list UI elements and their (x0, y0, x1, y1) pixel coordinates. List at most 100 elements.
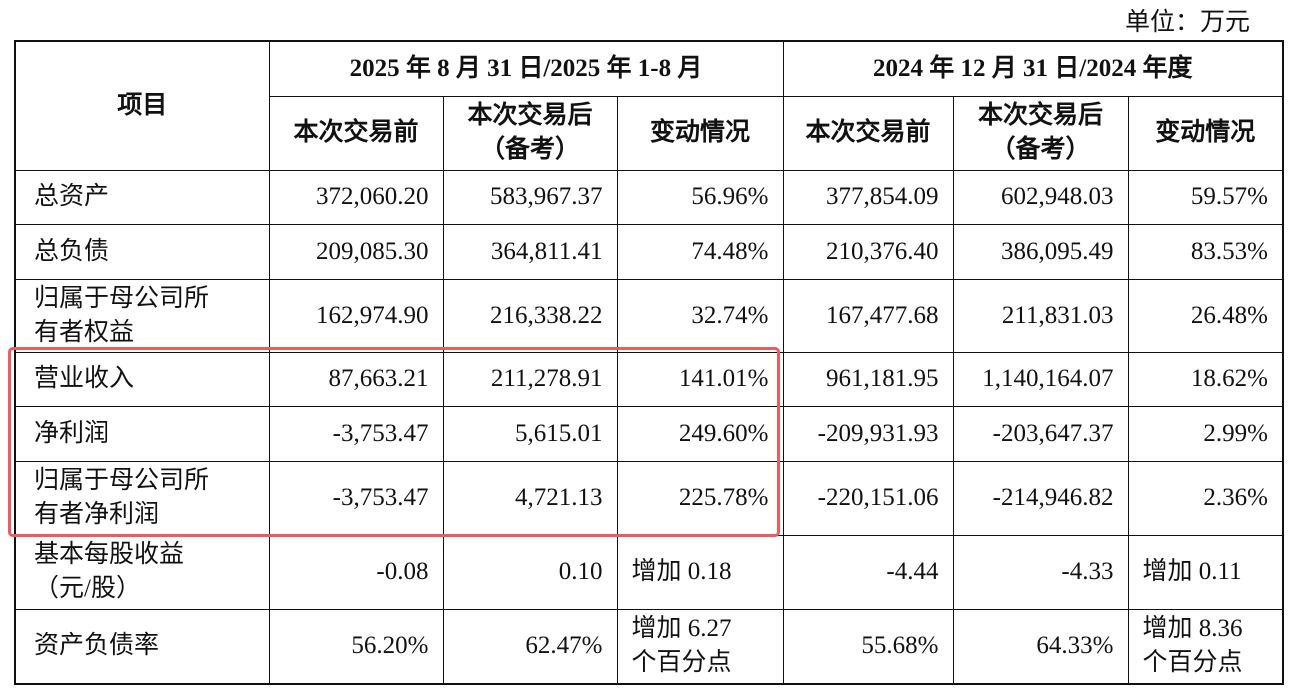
cell-line: 有者净利润 (34, 501, 160, 528)
cell-line: 本次交易前 (805, 119, 931, 146)
cell: 5,615.01 (442, 405, 618, 462)
cell-line: 增加 0.11 (1142, 558, 1242, 585)
cell: 210,376.40 (782, 223, 954, 280)
cell: 386,095.49 (952, 223, 1129, 280)
cell: -220,151.06 (782, 460, 954, 536)
row-label: 资产负债率 (14, 608, 270, 685)
cell-line: （备考） (479, 136, 580, 163)
cell: -4.33 (952, 534, 1129, 610)
header-cell: 变动情况 (616, 95, 784, 171)
financial-table: 项目 2025 年 8 月 31 日/2025 年 1-8 月 2024 年 12 … (14, 40, 1284, 685)
cell: -209,931.93 (782, 405, 954, 462)
cell: 209,085.30 (268, 223, 444, 280)
cell: 74.48% (616, 223, 784, 280)
cell: 4,721.13 (442, 460, 618, 536)
cell: 26.48% (1127, 278, 1284, 353)
cell: 增加 0.18 (616, 534, 784, 610)
cell-line: 归属于母公司所 (34, 467, 210, 494)
header-cell: 2025 年 8 月 31 日/2025 年 1-8 月 (268, 40, 784, 97)
cell: 2.36% (1127, 460, 1284, 536)
cell-line: 资产负债率 (34, 632, 160, 660)
cell: 56.20% (268, 608, 444, 685)
cell: 216,338.22 (442, 278, 618, 353)
cell-line: 有者权益 (34, 318, 135, 346)
cell: 83.53% (1127, 223, 1284, 280)
data-row: 资产负债率 56.20% 62.47% 增加 6.27 个百分点 55.68% 64.33%… (14, 608, 1284, 685)
header-row: 项目 2025 年 8 月 31 日/2025 年 1-8 月 2024 年 12 … (14, 40, 1284, 171)
cell: 18.62% (1127, 351, 1284, 407)
data-row: 总负债 209,085.30 364,811.41 74.48% 210,376.40 3… (14, 223, 1284, 280)
cell: 62.47% (442, 608, 618, 685)
cell-line: 归属于母公司所 (34, 284, 210, 312)
header-cell: 本次交易后 （备考） (442, 95, 618, 171)
data-row: 总资产 372,060.20 583,967.37 56.96% 377,854.09 6… (14, 169, 1284, 225)
cell: 增加 8.36 个百分点 (1127, 608, 1284, 685)
header-cell: 本次交易前 (268, 95, 444, 171)
row-label: 归属于母公司所 有者权益 (14, 278, 270, 353)
data-row: 基本每股收益 （元/股） -0.08 0.10 增加 0.18 -4.44 -4.33 增加 … (14, 534, 1284, 610)
header-row: 本次交易前 本次交易后 （备考） 变动情况 本次交易前 本次交易后 （备考） 变动情况 (15, 95, 1284, 171)
cell-line: 变动情况 (1155, 119, 1256, 146)
cell: 32.74% (616, 278, 784, 353)
data-row: 营业收入 87,663.21 211,278.91 141.01% 961,181.95… (14, 351, 1284, 407)
data-row: 归属于母公司所 有者权益 162,974.90 216,338.22 32.74% 167… (14, 278, 1284, 353)
cell-line: 增加 0.18 (631, 558, 732, 585)
cell: 167,477.68 (782, 278, 954, 353)
row-label: 净利润 (14, 405, 270, 462)
cell: 64.33% (952, 608, 1129, 685)
header-cell: 2024 年 12 月 31 日/2024 年度 (782, 40, 1284, 97)
cell: -3,753.47 (268, 460, 444, 536)
cell-line: 个百分点 (1142, 649, 1243, 677)
cell: 583,967.37 (442, 169, 618, 225)
row-label: 总负债 (14, 223, 270, 280)
data-row: 归属于母公司所 有者净利润 -3,753.47 4,721.13 225.78% -220… (14, 460, 1284, 536)
cell: 225.78% (616, 460, 784, 536)
cell: 211,831.03 (952, 278, 1129, 353)
cell: 59.57% (1127, 169, 1284, 225)
cell: -4.44 (782, 534, 954, 610)
cell: -203,647.37 (952, 405, 1129, 462)
cell: -0.08 (268, 534, 444, 610)
cell-line: （备考） (990, 136, 1091, 163)
cell: 增加 6.27 个百分点 (616, 608, 784, 685)
cell-line: 基本每股收益 (34, 541, 185, 568)
header-cell: 本次交易后 （备考） (952, 95, 1129, 171)
row-label: 归属于母公司所 有者净利润 (14, 460, 270, 536)
cell-line: 本次交易后 (467, 102, 593, 129)
cell: 377,854.09 (782, 169, 954, 225)
cell: 249.60% (616, 405, 784, 462)
data-row: 净利润 -3,753.47 5,615.01 249.60% -209,931.93 -2… (14, 405, 1284, 462)
cell: 364,811.41 (442, 223, 618, 280)
header-cell: 本次交易前 (782, 95, 954, 171)
header-cell: 项目 (14, 40, 270, 171)
cell-line: 本次交易后 (977, 102, 1103, 129)
cell: 56.96% (616, 169, 784, 225)
cell: 162,974.90 (268, 278, 444, 353)
cell: 141.01% (616, 351, 784, 407)
unit-label: 单位：万元 (1124, 9, 1250, 36)
cell: 0.10 (442, 534, 618, 610)
cell: 87,663.21 (268, 351, 444, 407)
cell: 372,060.20 (268, 169, 444, 225)
cell-line: 总资产 (34, 183, 110, 210)
cell-line: 增加 6.27 (631, 615, 732, 643)
cell: 211,278.91 (442, 351, 618, 407)
row-label: 营业收入 (14, 351, 270, 407)
cell: 增加 0.11 (1127, 534, 1284, 610)
cell-line: 本次交易前 (293, 119, 419, 146)
cell: -214,946.82 (952, 460, 1129, 536)
cell-line: 营业收入 (34, 365, 135, 392)
cell: 602,948.03 (952, 169, 1129, 225)
header-cell: 变动情况 (1127, 95, 1284, 171)
cell-line: 总负债 (34, 237, 110, 265)
cell-line: 增加 8.36 (1142, 615, 1243, 643)
cell-line: 个百分点 (631, 649, 732, 677)
cell: 55.68% (782, 608, 954, 685)
cell: -3,753.47 (268, 405, 444, 462)
cell: 2.99% (1127, 405, 1284, 462)
cell-line: 变动情况 (649, 119, 750, 146)
row-label: 总资产 (14, 169, 270, 225)
cell-line: 净利润 (34, 419, 110, 447)
cell: 961,181.95 (782, 351, 954, 407)
